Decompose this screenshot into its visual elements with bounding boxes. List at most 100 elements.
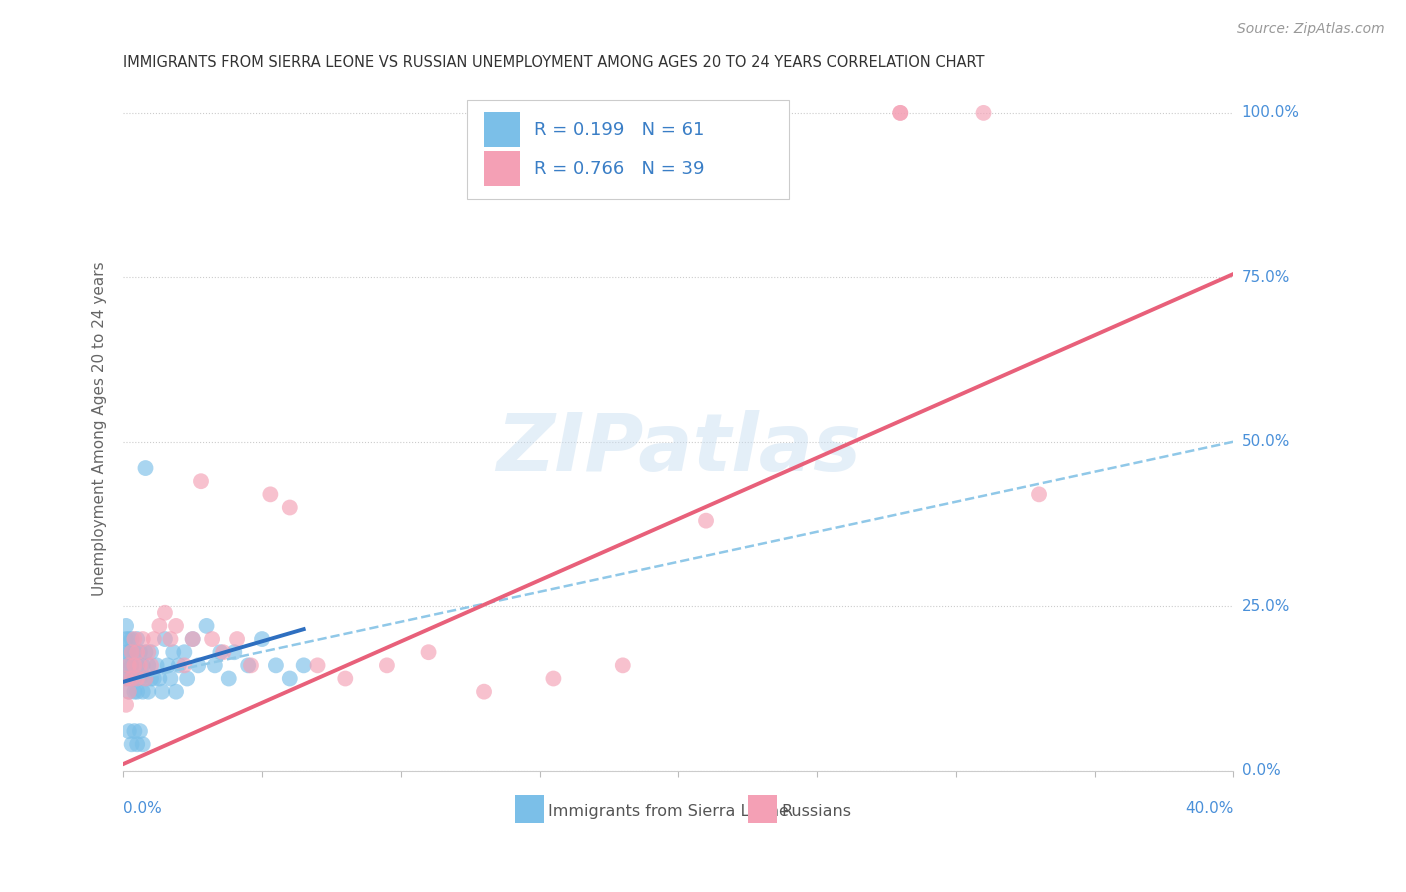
Point (121, 737, 143, 751)
Point (889, 106, 911, 120)
Text: 40.0%: 40.0% (1185, 801, 1233, 816)
Point (124, 672, 146, 686)
Point (129, 645, 152, 659)
Point (139, 658, 162, 673)
Point (165, 684, 187, 698)
Point (238, 658, 260, 673)
Point (259, 487, 281, 501)
Point (889, 106, 911, 120)
Point (148, 672, 170, 686)
Point (165, 619, 187, 633)
Point (375, 658, 398, 673)
Point (264, 658, 287, 673)
Point (307, 658, 329, 673)
Point (121, 672, 143, 686)
Point (134, 672, 156, 686)
Point (124, 724, 146, 739)
Text: 75.0%: 75.0% (1241, 269, 1289, 285)
Point (118, 684, 141, 698)
Text: 0.0%: 0.0% (1241, 763, 1281, 778)
Point (472, 684, 495, 698)
Point (148, 619, 170, 633)
Point (127, 632, 149, 646)
Point (218, 672, 240, 686)
Point (159, 632, 181, 646)
Point (127, 658, 149, 673)
Point (190, 474, 212, 488)
FancyBboxPatch shape (484, 112, 520, 147)
Point (124, 632, 146, 646)
Point (127, 672, 149, 686)
Point (129, 724, 152, 739)
Point (239, 658, 262, 673)
Point (118, 672, 141, 686)
Point (139, 672, 162, 686)
Text: 100.0%: 100.0% (1241, 105, 1299, 120)
Text: Source: ZipAtlas.com: Source: ZipAtlas.com (1237, 22, 1385, 37)
Text: R = 0.199   N = 61: R = 0.199 N = 61 (534, 120, 704, 138)
Point (136, 645, 159, 659)
Text: 50.0%: 50.0% (1241, 434, 1289, 450)
Point (181, 632, 204, 646)
FancyBboxPatch shape (484, 151, 520, 186)
Point (176, 672, 198, 686)
Point (134, 461, 156, 475)
Point (124, 684, 146, 698)
Point (209, 645, 232, 659)
Point (121, 632, 143, 646)
Text: ZIPatlas: ZIPatlas (496, 410, 860, 488)
Point (181, 632, 204, 646)
Point (118, 684, 141, 698)
Text: 0.0%: 0.0% (124, 801, 162, 816)
Point (136, 658, 159, 673)
Point (153, 632, 176, 646)
Point (118, 724, 141, 739)
Point (132, 737, 155, 751)
Text: Immigrants from Sierra Leone: Immigrants from Sierra Leone (548, 804, 789, 819)
Text: IMMIGRANTS FROM SIERRA LEONE VS RUSSIAN UNEMPLOYMENT AMONG AGES 20 TO 24 YEARS C: IMMIGRANTS FROM SIERRA LEONE VS RUSSIAN … (124, 55, 984, 70)
Point (973, 106, 995, 120)
Point (118, 632, 141, 646)
Point (121, 645, 143, 659)
Point (173, 645, 195, 659)
Point (121, 672, 143, 686)
Text: Russians: Russians (782, 804, 852, 819)
Point (134, 645, 156, 659)
Point (167, 658, 190, 673)
Point (127, 684, 149, 698)
Point (132, 632, 155, 646)
Text: 25.0%: 25.0% (1241, 599, 1289, 614)
Point (118, 658, 141, 673)
Point (204, 658, 226, 673)
FancyBboxPatch shape (748, 795, 778, 823)
Point (335, 672, 357, 686)
Point (139, 645, 162, 659)
Point (121, 658, 143, 673)
Point (278, 672, 301, 686)
Point (136, 684, 159, 698)
Point (418, 645, 440, 659)
Point (115, 632, 138, 646)
Point (278, 500, 301, 515)
Point (695, 514, 717, 528)
Point (153, 606, 176, 620)
Point (115, 672, 138, 686)
Point (127, 645, 149, 659)
Point (250, 632, 273, 646)
Text: R = 0.766   N = 39: R = 0.766 N = 39 (534, 160, 704, 178)
Point (115, 672, 138, 686)
Point (543, 672, 565, 686)
Point (612, 658, 634, 673)
Point (195, 619, 218, 633)
Point (124, 645, 146, 659)
Point (142, 672, 165, 686)
Point (115, 619, 138, 633)
Point (115, 645, 138, 659)
Point (224, 645, 246, 659)
Point (129, 658, 152, 673)
FancyBboxPatch shape (515, 795, 544, 823)
Point (134, 672, 156, 686)
Point (132, 658, 155, 673)
Point (132, 684, 155, 698)
Point (292, 658, 315, 673)
